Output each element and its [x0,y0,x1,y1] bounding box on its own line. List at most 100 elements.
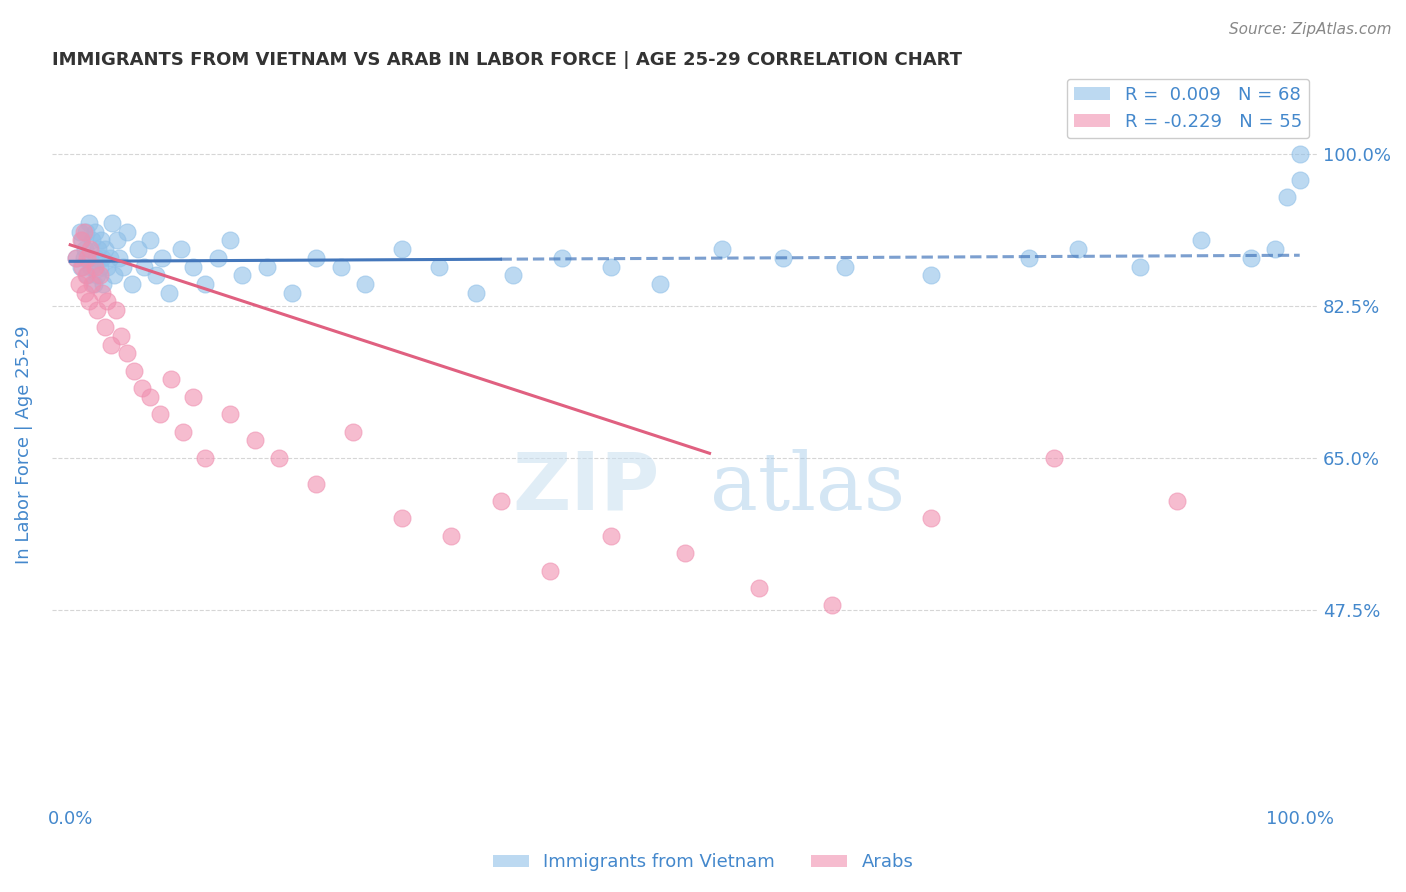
Point [73,285,96,300]
Point [108,251,131,265]
Point [100,337,122,351]
Text: atlas: atlas [710,449,905,527]
Point [821,599,844,613]
Point [93,320,115,334]
Point [181,260,204,274]
Point [231,268,253,283]
Point [194,277,217,291]
Point [1277,190,1299,204]
Point [145,268,167,283]
Point [121,277,143,291]
Point [91,251,114,265]
Point [89,268,111,283]
Point [76,251,98,265]
Point [748,581,770,595]
Point [243,434,266,448]
Point [132,260,155,274]
Point [1129,260,1152,274]
Point [82,277,104,291]
Point [75,268,97,283]
Point [269,450,291,465]
Point [194,450,217,465]
Point [391,511,413,525]
Point [127,242,149,256]
Point [305,476,328,491]
Point [1288,172,1310,186]
Point [342,425,364,439]
Point [112,260,135,274]
Point [650,277,672,291]
Point [110,329,132,343]
Point [93,242,115,256]
Point [73,225,96,239]
Point [920,268,942,283]
Point [65,251,87,265]
Point [93,277,115,291]
Point [772,251,794,265]
Point [79,242,101,256]
Point [67,277,90,291]
Point [600,529,623,543]
Point [139,234,162,248]
Point [105,234,128,248]
Point [1189,234,1212,248]
Point [152,251,174,265]
Point [96,260,118,274]
Point [115,346,138,360]
Point [440,529,463,543]
Point [87,242,110,256]
Point [538,564,561,578]
Point [101,216,124,230]
Point [207,251,229,265]
Point [149,407,172,421]
Point [834,260,856,274]
Point [70,260,93,274]
Text: IMMIGRANTS FROM VIETNAM VS ARAB IN LABOR FORCE | AGE 25-29 CORRELATION CHART: IMMIGRANTS FROM VIETNAM VS ARAB IN LABOR… [52,51,962,69]
Point [157,285,180,300]
Point [181,390,204,404]
Point [920,511,942,525]
Point [70,234,93,248]
Point [219,407,242,421]
Text: ZIP: ZIP [512,449,659,527]
Point [139,390,162,404]
Point [103,268,125,283]
Point [89,260,111,274]
Point [77,294,100,309]
Legend: Immigrants from Vietnam, Arabs: Immigrants from Vietnam, Arabs [485,847,921,879]
Point [219,234,242,248]
Point [329,260,352,274]
Point [160,372,183,386]
Point [1067,242,1090,256]
Point [1264,242,1286,256]
Point [77,216,100,230]
Point [115,225,138,239]
Point [104,302,127,317]
Point [489,494,512,508]
Point [391,242,413,256]
Point [96,294,118,309]
Point [1166,494,1188,508]
Point [600,260,623,274]
Point [122,364,145,378]
Point [83,260,105,274]
Point [280,285,302,300]
Point [710,242,733,256]
Point [464,285,486,300]
Point [65,251,87,265]
Point [1018,251,1040,265]
Point [1288,146,1310,161]
Text: Source: ZipAtlas.com: Source: ZipAtlas.com [1229,22,1392,37]
Point [91,285,114,300]
Point [73,242,96,256]
Point [86,268,108,283]
Point [84,251,107,265]
Point [354,277,377,291]
Point [83,225,105,239]
Point [673,546,696,560]
Point [82,234,104,248]
Point [427,260,450,274]
Point [72,260,94,274]
Point [69,225,91,239]
Point [79,251,101,265]
